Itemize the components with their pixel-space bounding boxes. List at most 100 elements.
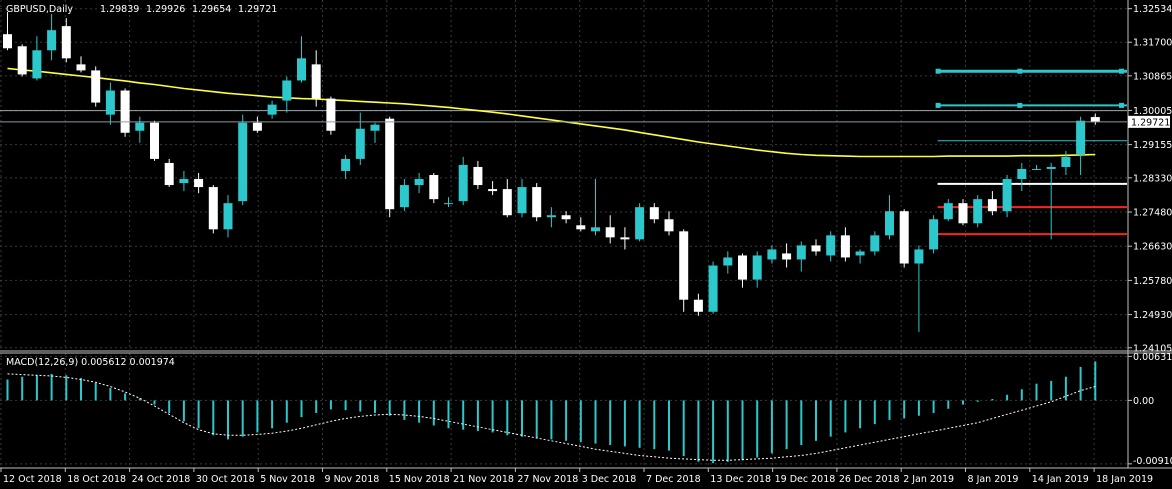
candle-body-41 [605, 227, 615, 238]
quote-high: 1.29926 [146, 4, 185, 15]
candle-body-27 [399, 185, 409, 208]
date-label-9: 3 Dec 2018 [582, 474, 637, 485]
candle-body-8 [120, 90, 130, 133]
candle-body-0 [3, 34, 12, 49]
price-tick-label-9: 1.24930 [1133, 310, 1172, 321]
quote-close: 1.29721 [238, 4, 277, 15]
candle-body-13 [194, 179, 204, 188]
candle-body-54 [796, 245, 806, 260]
candle-body-19 [282, 80, 292, 101]
candle-body-44 [649, 207, 659, 220]
candle-body-46 [679, 231, 689, 300]
price-tick-label-3: 1.30005 [1133, 106, 1172, 117]
candle-body-52 [767, 249, 777, 260]
level-handle-1-2 [1119, 102, 1124, 108]
quote-low: 1.29654 [192, 4, 231, 15]
candle-body-23 [341, 158, 351, 171]
candle-body-47 [693, 299, 703, 312]
candle-body-42 [620, 237, 630, 240]
candle-body-9 [135, 122, 145, 131]
moving-average-line [7, 67, 1096, 158]
level-handle-1-0 [935, 102, 941, 108]
price-tick-label-6: 1.27480 [1133, 208, 1172, 219]
date-label-7: 21 Nov 2018 [453, 474, 514, 485]
candle-body-60 [885, 211, 894, 236]
candle-body-63 [929, 219, 939, 250]
price-tick-label-4: 1.29155 [1133, 140, 1172, 151]
macd-tick-label-1: 0.00 [1133, 396, 1154, 407]
level-handle-0-0 [935, 68, 941, 74]
candle-body-36 [532, 187, 542, 218]
candle-body-59 [870, 235, 880, 252]
macd-tick-label-0: 0.006312 [1133, 352, 1172, 363]
candle-body-21 [311, 64, 321, 99]
candle-body-71 [1046, 166, 1056, 169]
level-handle-0-2 [1119, 68, 1124, 74]
date-label-4: 5 Nov 2018 [260, 474, 315, 485]
date-label-17: 18 Jan 2019 [1096, 474, 1153, 485]
price-tick-label-10: 1.24105 [1133, 343, 1172, 354]
candle-body-53 [782, 253, 792, 260]
candle-body-64 [943, 203, 953, 220]
candle-body-3 [47, 30, 57, 51]
candle-body-69 [1017, 168, 1027, 180]
date-label-3: 30 Oct 2018 [196, 474, 255, 485]
date-label-6: 15 Nov 2018 [389, 474, 450, 485]
date-label-14: 2 Jan 2019 [903, 474, 954, 485]
candle-body-67 [987, 199, 997, 212]
candle-body-61 [899, 211, 909, 264]
price-tick-label-1: 1.31700 [1133, 38, 1172, 49]
current-price-box [1128, 115, 1170, 128]
candle-body-62 [914, 249, 924, 264]
date-label-2: 24 Oct 2018 [132, 474, 191, 485]
quote-open: 1.29839 [100, 4, 139, 15]
macd-title: MACD(12,26,9) 0.005612 0.001974 [6, 357, 175, 368]
candle-body-45 [664, 219, 674, 232]
candle-body-18 [267, 104, 277, 115]
candle-body-65 [958, 203, 968, 224]
chart-frame [0, 0, 1172, 469]
candle-body-7 [105, 90, 115, 115]
candle-body-72 [1061, 156, 1071, 167]
date-label-8: 27 Nov 2018 [517, 474, 578, 485]
candle-body-43 [635, 207, 645, 240]
price-tick-label-2: 1.30865 [1133, 71, 1172, 82]
candle-body-50 [738, 255, 747, 280]
candle-body-6 [91, 70, 101, 103]
grid-lines [0, 0, 1127, 468]
candle-body-55 [811, 245, 821, 252]
price-tick-label-5: 1.28330 [1133, 173, 1172, 184]
candle-body-38 [561, 215, 571, 220]
moving-average-path [7, 67, 1096, 158]
candle-body-17 [252, 122, 262, 131]
level-handle-0-1 [1017, 68, 1023, 74]
candle-body-26 [385, 118, 395, 210]
candle-body-35 [517, 187, 527, 214]
candle-body-12 [179, 179, 189, 184]
date-label-15: 8 Jan 2019 [968, 474, 1019, 485]
candle-body-16 [238, 122, 248, 202]
candle-body-5 [76, 64, 86, 71]
price-tick-label-0: 1.32534 [1133, 4, 1172, 15]
date-label-11: 13 Dec 2018 [710, 474, 771, 485]
level-handle-1-1 [1017, 102, 1023, 108]
candle-body-31 [458, 164, 468, 202]
date-label-16: 14 Jan 2019 [1032, 474, 1089, 485]
candle-body-74 [1090, 117, 1100, 122]
current-price-label: 1.29721 [1131, 117, 1170, 128]
candle-body-37 [546, 215, 556, 218]
candle-body-32 [473, 166, 483, 186]
candle-body-22 [326, 98, 336, 131]
date-label-0: 12 Oct 2018 [3, 474, 62, 485]
candle-body-51 [752, 255, 762, 280]
date-label-1: 18 Oct 2018 [67, 474, 126, 485]
macd-indicator [6, 361, 1097, 464]
chart-title: GBPUSD,Daily [6, 4, 73, 15]
candlesticks [3, 12, 1100, 332]
candle-body-73 [1076, 120, 1086, 155]
candle-body-49 [723, 257, 733, 266]
date-label-12: 19 Dec 2018 [775, 474, 836, 485]
candle-body-24 [355, 128, 365, 159]
